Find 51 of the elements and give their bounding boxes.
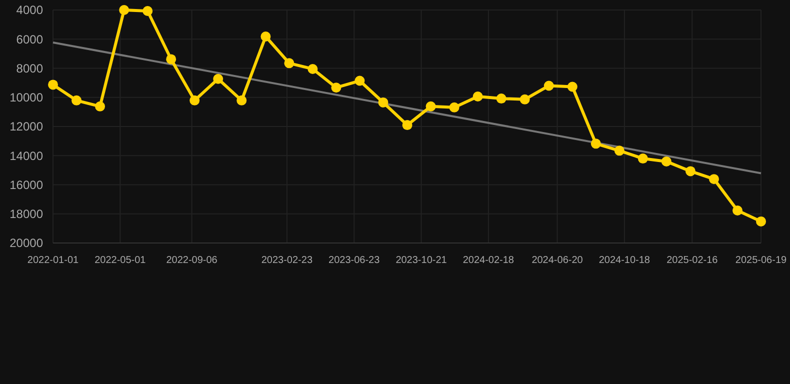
point <box>48 80 58 90</box>
point <box>567 82 578 92</box>
x-tick-label: 2022-09-06 <box>166 255 218 266</box>
point <box>426 101 436 112</box>
point <box>331 82 342 93</box>
point <box>190 95 200 106</box>
x-tick-label: 2024-02-18 <box>462 255 514 266</box>
y-tick-label: 12000 <box>10 120 44 134</box>
x-tick-label: 2023-10-21 <box>396 255 448 266</box>
point <box>638 154 648 164</box>
x-tick-label: 2025-02-16 <box>666 255 718 266</box>
point <box>614 146 624 156</box>
point <box>95 101 106 112</box>
point <box>590 138 601 149</box>
x-tick-label: 2024-10-18 <box>598 255 650 266</box>
point <box>520 94 530 104</box>
y-tick-label: 6000 <box>16 32 44 46</box>
x-tick-label: 2025-06-19 <box>735 255 788 266</box>
point <box>72 95 82 106</box>
point <box>142 6 153 16</box>
point <box>756 216 766 226</box>
point <box>685 166 696 176</box>
point <box>402 120 412 130</box>
point <box>449 102 460 112</box>
y-tick-label: 10000 <box>10 90 44 105</box>
point <box>661 156 672 166</box>
y-tick-label: 20000 <box>10 236 44 250</box>
y-tick-label: 16000 <box>10 178 44 192</box>
point <box>496 94 506 104</box>
y-tick-label: 4000 <box>16 3 44 18</box>
point <box>308 64 318 74</box>
y-tick-label: 8000 <box>16 61 44 76</box>
y-tick-label: 14000 <box>10 148 44 163</box>
point <box>354 76 365 86</box>
point <box>119 5 130 15</box>
point <box>378 97 388 108</box>
point <box>236 95 247 106</box>
point <box>260 32 271 42</box>
point <box>708 174 719 184</box>
x-tick-label: 2024-06-20 <box>532 255 584 266</box>
point <box>213 74 224 84</box>
point <box>166 54 176 64</box>
point <box>544 80 554 91</box>
point <box>284 58 294 68</box>
x-tick-label: 2022-05-01 <box>94 255 146 266</box>
x-tick-label: 2022-01-01 <box>27 255 80 266</box>
point <box>732 206 742 216</box>
x-tick-label: 2023-06-23 <box>328 255 380 266</box>
point <box>472 92 483 102</box>
x-tick-label: 2023-02-23 <box>261 255 313 266</box>
y-tick-label: 18000 <box>10 207 44 222</box>
